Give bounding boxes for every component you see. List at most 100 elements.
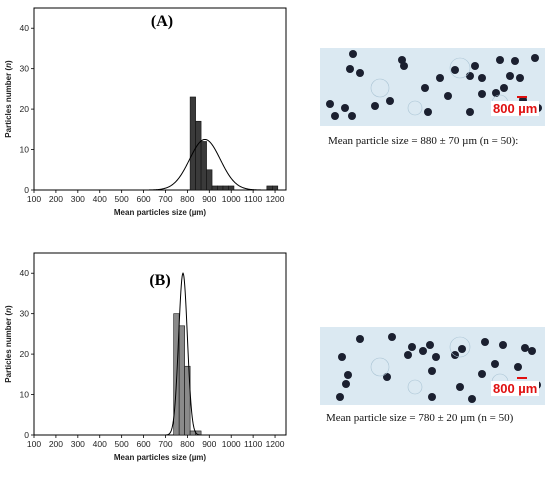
x-tick-label: 500	[115, 194, 129, 204]
normal-fit-curve	[126, 272, 273, 436]
caption-a: Mean particle size = 880 ± 70 µm (n = 50…	[328, 135, 519, 147]
particle	[466, 72, 474, 80]
y-tick-label: 30	[20, 309, 30, 319]
x-tick-label: 600	[136, 194, 150, 204]
histogram-b: 100 200 300 400 500 600 700 800 900 1000 1100 1200 0…	[0, 245, 300, 485]
histogram-bar	[217, 185, 224, 191]
particle	[348, 112, 356, 120]
y-tick-label: 40	[20, 23, 30, 33]
particles-svg	[326, 50, 542, 120]
x-tick-label: 300	[71, 194, 85, 204]
particle	[458, 345, 466, 353]
caption-b: Mean particle size = 780 ± 20 µm (n = 50…	[326, 412, 514, 424]
particle	[499, 341, 507, 349]
panel-label: (A)	[151, 13, 173, 30]
x-tick-label: 500	[115, 439, 129, 449]
x-tick-label: 800	[180, 194, 194, 204]
particle	[421, 84, 429, 92]
plot-frame	[33, 7, 287, 191]
x-axis-label: Mean particles size (µm)	[114, 208, 207, 217]
histogram-bar	[189, 96, 196, 191]
panel-label: (B)	[149, 272, 170, 289]
particle	[344, 371, 352, 379]
x-tick-label: 400	[93, 439, 107, 449]
x-tick-label: 1100	[244, 439, 263, 449]
particle	[506, 72, 514, 80]
particle	[481, 338, 489, 346]
particle	[400, 62, 408, 70]
particle	[404, 351, 412, 359]
y-tick-label: 0	[24, 185, 29, 195]
particle	[436, 74, 444, 82]
particle	[521, 344, 529, 352]
x-tick-label: 100	[27, 194, 41, 204]
x-tick-label: 800	[180, 439, 194, 449]
scale-bar	[517, 377, 527, 379]
bubble	[449, 336, 471, 358]
particle	[456, 383, 464, 391]
particle	[466, 108, 474, 116]
bubble	[407, 379, 423, 395]
histogram-bar	[272, 185, 279, 191]
histogram-bar	[211, 185, 218, 191]
particle	[386, 97, 394, 105]
x-tick-label: 900	[202, 194, 216, 204]
scale-bar	[517, 96, 527, 98]
particle	[356, 335, 364, 343]
x-tick-label: 400	[93, 194, 107, 204]
particle	[478, 90, 486, 98]
bubble	[370, 78, 390, 98]
particle	[496, 56, 504, 64]
particle	[471, 62, 479, 70]
histogram-bar	[266, 185, 273, 191]
x-tick-label: 1100	[244, 194, 263, 204]
particle	[468, 395, 476, 403]
histogram-a: 100 200 300 400 500 600 700 800 900 1000 1100 1200 0…	[0, 0, 300, 240]
particle	[444, 92, 452, 100]
x-tick-label: 700	[158, 439, 172, 449]
particle	[531, 54, 539, 62]
histogram-bar	[200, 141, 207, 191]
y-tick-label: 10	[20, 145, 30, 155]
particle	[336, 393, 344, 401]
particle	[528, 347, 536, 355]
particle	[491, 360, 499, 368]
y-tick-label: 40	[20, 268, 30, 278]
particle	[341, 104, 349, 112]
x-tick-label: 200	[49, 194, 63, 204]
x-tick-label: 600	[136, 439, 150, 449]
x-tick-label: 700	[158, 194, 172, 204]
scale-label: 800 µm	[491, 101, 540, 116]
particle-image-a: 800 µm	[320, 48, 545, 126]
particle	[356, 69, 364, 77]
particle	[371, 102, 379, 110]
y-tick-label: 0	[24, 430, 29, 440]
chart-svg: 100 200 300 400 500 600 700 800 900 1000 1100 1200 0…	[4, 7, 287, 217]
chart-svg: 100 200 300 400 500 600 700 800 900 1000 1100 1200 0…	[4, 252, 287, 462]
particle	[478, 370, 486, 378]
particle	[516, 74, 524, 82]
particle	[451, 66, 459, 74]
bubble	[370, 357, 390, 377]
x-tick-label: 200	[49, 439, 63, 449]
x-tick-label: 100	[27, 439, 41, 449]
particle	[451, 351, 459, 359]
bubble	[449, 57, 471, 79]
particle	[346, 65, 354, 73]
particle	[338, 353, 346, 361]
particle	[511, 57, 519, 65]
particle	[326, 100, 334, 108]
particle	[478, 74, 486, 82]
x-tick-label: 900	[202, 439, 216, 449]
histogram-bar	[228, 185, 235, 191]
bubble	[407, 100, 423, 116]
scale-label: 800 µm	[491, 381, 540, 396]
x-tick-label: 300	[71, 439, 85, 449]
particle	[500, 84, 508, 92]
particle	[383, 373, 391, 381]
particle	[388, 333, 396, 341]
particle	[428, 393, 436, 401]
particle-image-b: 800 µm	[320, 327, 545, 405]
particle	[424, 108, 432, 116]
y-tick-label: 20	[20, 104, 30, 114]
